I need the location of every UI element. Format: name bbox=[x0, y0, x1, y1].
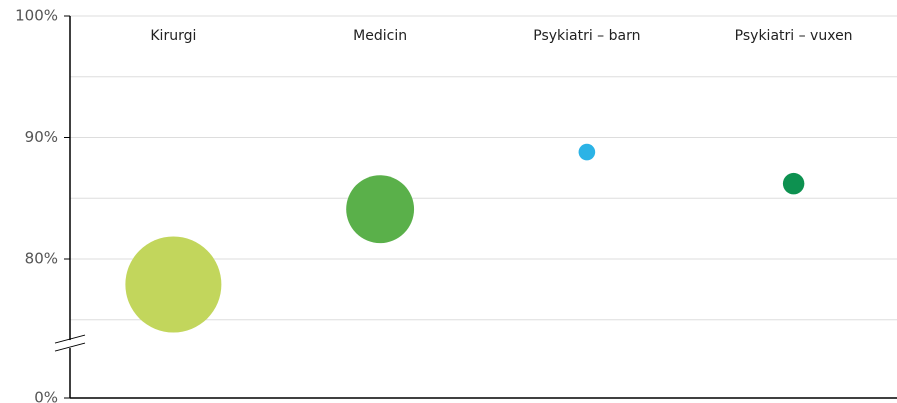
bubble bbox=[782, 172, 805, 195]
category-label: Kirurgi bbox=[150, 28, 196, 44]
bubble bbox=[578, 143, 596, 161]
axis-break-gap bbox=[66, 340, 74, 349]
axis-break bbox=[54, 342, 86, 352]
y-tick-label: 80% bbox=[25, 250, 58, 268]
y-tick-label: 100% bbox=[15, 7, 58, 25]
category-label: Psykiatri – vuxen bbox=[735, 28, 853, 44]
y-tick-label: 90% bbox=[25, 128, 58, 146]
category-label: Medicin bbox=[353, 28, 407, 44]
y-tick-label: 0% bbox=[34, 389, 58, 403]
axis-break bbox=[54, 334, 86, 344]
bubble bbox=[346, 175, 415, 244]
bubble bbox=[125, 236, 222, 333]
category-label: Psykiatri – barn bbox=[533, 28, 640, 44]
